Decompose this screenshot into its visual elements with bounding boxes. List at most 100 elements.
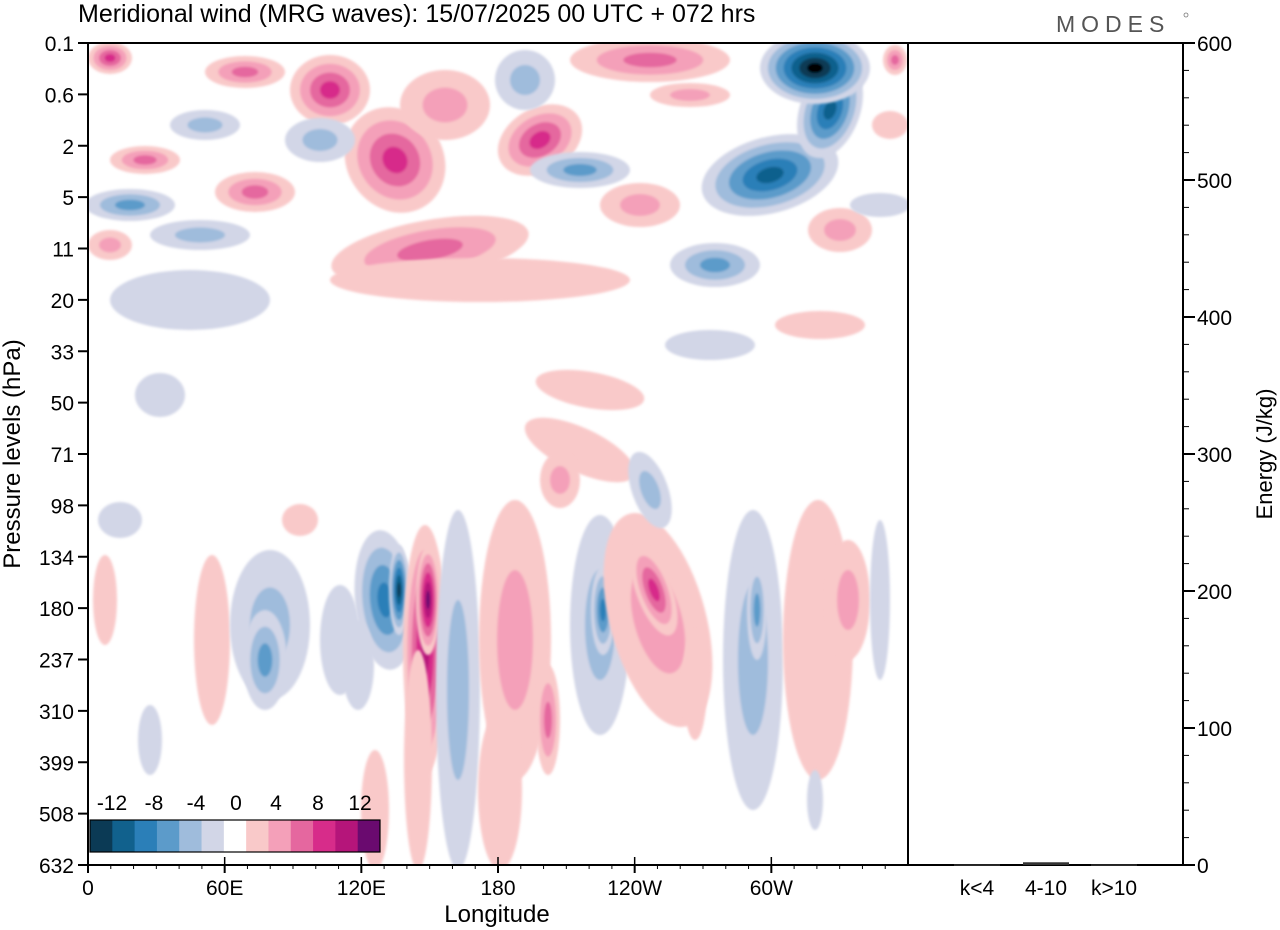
x-tick-label: 180 [480, 877, 515, 900]
colorbar-swatch [268, 820, 292, 852]
neg-50-level-1 [135, 373, 185, 417]
longitude-axis: 0 60E 120E 180 120W 60W [82, 857, 886, 900]
neg-band-200 [807, 770, 823, 830]
neg-98-level-1 [98, 502, 142, 538]
pos-5-70 [215, 172, 295, 212]
colorbar-swatch [246, 820, 269, 852]
colorbar-label: 4 [270, 792, 282, 815]
y-tick-label: 71 [51, 444, 74, 467]
pos-top-260 [650, 83, 730, 107]
pos-71-level-1 [535, 369, 645, 411]
y-tick-label: 508 [39, 804, 74, 827]
x-tick-label: 0 [82, 877, 94, 900]
pos-20 [775, 311, 865, 339]
pos-top-5-level-4 [104, 54, 116, 62]
neg-2-100-level-2 [302, 129, 338, 151]
pos-band-20 [194, 555, 230, 725]
pos-top-345 [883, 45, 907, 75]
pos-band-190 [479, 500, 551, 780]
pos-band-20-level-1 [194, 555, 230, 725]
energy-bars: k<4 4-10 k>10 [954, 862, 1137, 900]
neg-5-330-level-1 [850, 193, 908, 217]
colorbar-swatch [156, 820, 180, 852]
colorbar-swatch [179, 820, 203, 852]
contour-field [88, 43, 908, 865]
neg-5-170-level-3 [563, 164, 597, 176]
colorbar-label: -12 [97, 792, 127, 815]
pos-band-265-level-1 [683, 630, 707, 740]
neg-33 [665, 330, 755, 360]
pos-2-30-level-3 [133, 155, 157, 165]
pos-2-30 [110, 146, 180, 174]
neg-top-315-level-7 [807, 62, 823, 74]
pos-0.6-340 [872, 111, 908, 139]
pos-band-190b-level-3 [544, 701, 552, 739]
energy-tick-label: 300 [1197, 444, 1232, 467]
pos-core-147b-level-6 [426, 590, 430, 610]
energy-category-label: 4-10 [1025, 877, 1067, 900]
neg-band-20-level-1 [93, 555, 117, 645]
colorbar-swatch [335, 820, 359, 852]
neg-2-300-level-5 [756, 166, 784, 184]
pos-tail-190 [478, 710, 522, 865]
energy-frame [907, 42, 1184, 866]
pos-core-245-level-4 [648, 578, 660, 602]
pos-11-5 [88, 230, 132, 260]
neg-core-293-level-3 [753, 593, 761, 627]
pos-core-147b [416, 545, 440, 655]
colorbar-frame [89, 819, 381, 853]
neg-11-100-level-2 [175, 227, 225, 243]
neg-2-300 [701, 134, 839, 216]
colorbar-swatch [201, 820, 225, 852]
pos-tail-147-level-1 [404, 650, 432, 865]
energy-axis: 0 100 200 300 400 500 600 [1183, 33, 1232, 878]
neg-slant-250 [628, 451, 672, 529]
y-tick-label: 33 [51, 341, 74, 364]
pos-core-245 [630, 544, 678, 636]
neg-slant-250-level-2 [639, 470, 661, 510]
pos-slant-240 [524, 417, 636, 483]
pos-98-level-1 [282, 504, 318, 536]
neg-0.6-180-level-2 [510, 65, 540, 95]
neg-core-135-level-6 [397, 582, 401, 598]
pos-top-200-level-2 [422, 87, 468, 123]
neg-0.6-310-level-5 [823, 100, 837, 120]
neg-0.6-50 [170, 110, 240, 140]
energy-tick-label: 200 [1197, 581, 1232, 604]
pos-band-190-level-2 [497, 570, 533, 710]
colorbar-label: 8 [312, 792, 324, 815]
y-tick-label: 98 [51, 495, 74, 518]
neg-50 [135, 373, 185, 417]
energy-category-label: k<4 [960, 877, 995, 900]
y-tick-label: 180 [39, 598, 74, 621]
modes-logo: MODES [1056, 11, 1170, 37]
energy-bar [1023, 862, 1069, 865]
pos-slant-260 [540, 452, 580, 508]
colorbar-swatch [357, 820, 381, 852]
neg-2-100 [285, 118, 355, 162]
pos-20-level-1 [775, 311, 865, 339]
y-tick-label: 50 [51, 393, 74, 416]
pos-band-265 [683, 630, 707, 740]
neg-core-293 [747, 560, 767, 660]
pos-0.6-340-level-1 [872, 111, 908, 139]
neg-core-227-level-4 [600, 598, 606, 622]
colorbar-label: -4 [187, 792, 206, 815]
y-tick-label: 20 [51, 290, 74, 313]
pos-slant-260-level-2 [550, 466, 570, 494]
pos-20-140 [330, 258, 630, 302]
y-tick-label: 0.6 [45, 84, 74, 107]
pos-98 [282, 504, 318, 536]
y-tick-label: 0.1 [45, 33, 74, 56]
neg-98 [98, 502, 142, 538]
pos-5-280 [600, 183, 680, 227]
x-tick-label: 60W [750, 877, 793, 900]
pos-11-5-level-2 [99, 237, 121, 253]
x-axis-label: Longitude [444, 901, 549, 928]
neg-5-0-level-3 [115, 199, 145, 211]
neg-5-170 [530, 152, 630, 188]
neg-33-level-1 [665, 330, 755, 360]
y-tick-label: 310 [39, 701, 74, 724]
neg-core-135 [389, 545, 409, 635]
chart-title: Meridional wind (MRG waves): 15/07/2025 … [78, 0, 755, 28]
